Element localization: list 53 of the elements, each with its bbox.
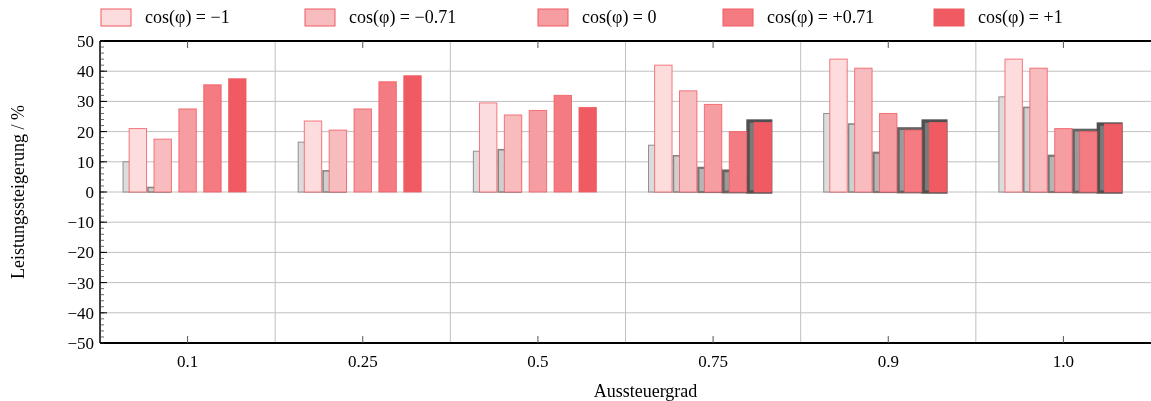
bar <box>128 128 148 193</box>
bar <box>503 114 523 193</box>
x-tick-label: 0.5 <box>527 352 549 371</box>
bar <box>829 58 848 193</box>
x-tick-label: 0.75 <box>698 352 728 371</box>
x-tick-label: 1.0 <box>1052 352 1075 371</box>
x-axis-title: Aussteuergrad <box>593 381 698 401</box>
bar <box>153 138 172 193</box>
bar <box>478 102 498 193</box>
y-tick-label: 40 <box>77 62 94 82</box>
bar <box>679 90 698 193</box>
bar <box>928 122 948 193</box>
bar <box>403 75 422 193</box>
y-tick-label: −50 <box>67 333 94 353</box>
legend-label: cos(φ) = +0.71 <box>767 7 875 28</box>
bar <box>1004 58 1023 193</box>
legend-label: cos(φ) = 0 <box>582 7 657 28</box>
bar <box>879 112 898 193</box>
bar <box>328 129 348 193</box>
bar <box>753 122 773 193</box>
y-tick-label: 50 <box>77 31 94 51</box>
bar <box>578 106 597 193</box>
y-tick-label: 20 <box>77 122 94 142</box>
y-tick-label: 10 <box>77 152 94 172</box>
legend-label: cos(φ) = −0.71 <box>349 7 457 28</box>
bar <box>178 108 197 193</box>
bar <box>1103 123 1123 193</box>
y-tick-label: −40 <box>67 303 94 323</box>
bar <box>1029 67 1048 193</box>
legend-label: cos(φ) = −1 <box>145 7 230 28</box>
legend-label: cos(φ) = +1 <box>978 7 1063 28</box>
bar <box>854 67 873 193</box>
x-tick-label: 0.25 <box>347 352 378 371</box>
bar <box>353 108 372 193</box>
y-tick-label: −10 <box>67 213 94 233</box>
bar <box>703 103 723 193</box>
bar <box>654 64 673 193</box>
bar <box>553 94 572 193</box>
bar <box>303 120 323 193</box>
y-axis-title: Leistungssteigerung / % <box>8 105 28 279</box>
bar <box>903 129 923 193</box>
x-tick-label: 0.9 <box>877 352 899 371</box>
bar <box>228 78 247 193</box>
x-tick-label: 0.1 <box>176 352 199 371</box>
y-tick-label: −20 <box>67 243 94 263</box>
y-tick-label: 0 <box>85 182 94 202</box>
y-tick-label: 30 <box>77 92 94 112</box>
bar <box>528 109 548 193</box>
bar <box>1054 128 1073 193</box>
y-tick-label: −30 <box>67 273 94 293</box>
bar <box>378 81 397 193</box>
bar <box>728 131 748 193</box>
bar <box>203 84 222 193</box>
